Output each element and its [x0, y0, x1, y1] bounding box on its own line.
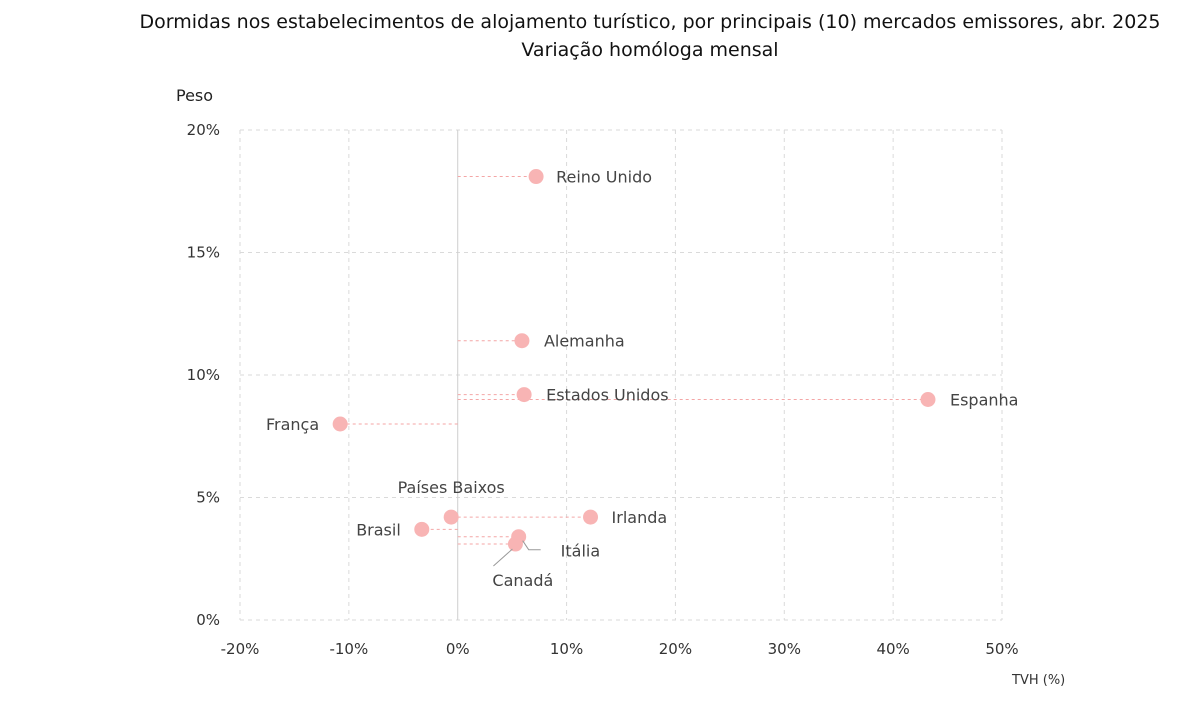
data-point-marker: [507, 536, 523, 552]
data-label: Alemanha: [544, 332, 625, 351]
data-point-marker: [583, 509, 599, 525]
data-labels: Reino Unido Alemanha Estados Unidos Espanha…: [266, 168, 1019, 590]
data-label: Reino Unido: [556, 168, 652, 187]
x-tick-label: 20%: [659, 640, 692, 658]
y-tick-label: 0%: [196, 611, 220, 629]
x-axis-title: TVH (%): [1011, 673, 1065, 688]
data-label: Países Baixos: [398, 478, 505, 497]
chart-title: Dormidas nos estabelecimentos de alojame…: [139, 11, 1161, 33]
grid-lines: [239, 129, 1003, 621]
x-tick-label: -10%: [329, 640, 368, 658]
y-tick-label: 10%: [187, 366, 220, 384]
data-point-marker: [414, 521, 430, 537]
data-label: Itália: [561, 542, 601, 561]
data-point-marker: [516, 387, 532, 403]
x-tick-label: -20%: [221, 640, 260, 658]
x-tick-label: 50%: [985, 640, 1018, 658]
data-label: Espanha: [950, 391, 1019, 410]
x-tick-label: 0%: [446, 640, 470, 658]
data-point-marker: [443, 509, 459, 525]
tick-labels: -20% -10% 0% 10% 20% 30% 40% 50% 0% 5% 10% 15% 20%: [187, 121, 1019, 658]
chart-subtitle: Variação homóloga mensal: [521, 39, 779, 61]
label-connector: [522, 540, 541, 551]
data-point-marker: [528, 169, 544, 185]
chart-title-block: Dormidas nos estabelecimentos de alojame…: [0, 8, 1200, 64]
x-tick-label: 40%: [876, 640, 909, 658]
label-connector: [493, 548, 513, 567]
y-tick-label: 5%: [196, 489, 220, 507]
y-axis-title: Peso: [176, 86, 213, 105]
y-tick-label: 15%: [187, 244, 220, 262]
data-point-marker: [332, 416, 348, 432]
data-label: Canadá: [492, 571, 553, 590]
data-label: França: [266, 415, 319, 434]
data-label: Estados Unidos: [546, 386, 668, 405]
data-points: [332, 169, 936, 552]
data-label: Brasil: [356, 520, 401, 539]
x-tick-label: 10%: [550, 640, 583, 658]
data-point-marker: [920, 392, 936, 407]
data-point-marker: [514, 333, 530, 349]
data-label: Irlanda: [612, 508, 668, 527]
y-tick-label: 20%: [187, 121, 220, 139]
x-tick-label: 30%: [768, 640, 801, 658]
